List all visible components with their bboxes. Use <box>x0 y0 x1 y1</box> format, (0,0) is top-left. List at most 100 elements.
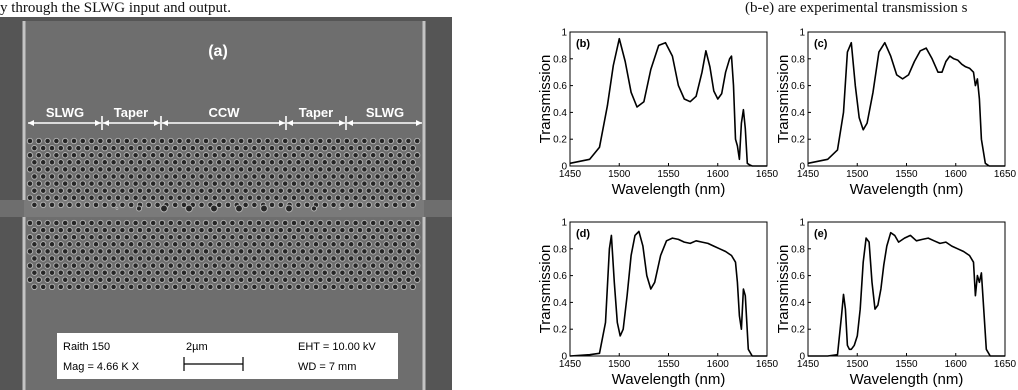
lattice-hole <box>233 283 240 291</box>
lattice-hole <box>286 255 293 262</box>
lattice-hole <box>286 226 293 234</box>
lattice-hole <box>299 219 306 227</box>
lattice-hole <box>84 201 91 209</box>
lattice-hole <box>57 269 64 276</box>
x-tick-label: 1650 <box>994 359 1017 370</box>
lattice-hole <box>246 137 254 145</box>
lattice-hole <box>79 248 86 255</box>
lattice-hole <box>414 234 421 241</box>
lattice-hole <box>198 187 205 194</box>
lattice-hole <box>383 159 390 166</box>
lattice-hole <box>299 137 306 145</box>
lattice-hole <box>141 180 148 187</box>
lattice-hole <box>141 234 148 241</box>
lattice-hole <box>400 173 408 180</box>
lattice-hole <box>176 276 183 283</box>
lattice-hole <box>48 226 56 234</box>
defect-hole <box>338 207 342 210</box>
lattice-hole <box>286 241 293 248</box>
lattice-hole <box>277 173 284 180</box>
lattice-hole <box>238 219 245 227</box>
lattice-hole <box>290 262 298 269</box>
lattice-hole <box>180 173 188 180</box>
lattice-hole <box>84 226 91 234</box>
defect-hole <box>310 205 318 212</box>
lattice-hole <box>119 241 126 248</box>
lattice-hole <box>70 262 78 269</box>
lattice-hole <box>255 219 262 227</box>
lattice-hole <box>79 234 86 241</box>
lattice-hole <box>356 269 364 276</box>
lattice-hole <box>348 159 355 166</box>
lattice-hole <box>229 152 236 159</box>
y-tick-label: 1 <box>799 28 805 39</box>
lattice-hole <box>92 173 100 180</box>
lattice-hole <box>378 194 386 201</box>
lattice-hole <box>334 219 342 227</box>
lattice-hole <box>216 241 223 248</box>
lattice-hole <box>154 269 161 276</box>
lattice-hole <box>194 276 201 283</box>
lattice-hole <box>356 283 364 291</box>
lattice-hole <box>370 180 377 187</box>
lattice-hole <box>255 234 262 241</box>
lattice-hole <box>211 180 218 187</box>
lattice-hole <box>370 248 377 255</box>
lattice-hole <box>75 226 82 234</box>
lattice-hole <box>405 137 412 145</box>
lattice-hole <box>378 219 386 227</box>
lattice-hole <box>264 248 271 255</box>
lattice-hole <box>361 180 368 187</box>
lattice-hole <box>123 276 130 283</box>
lattice-hole <box>128 241 135 248</box>
lattice-hole <box>158 137 166 145</box>
lattice-hole <box>330 255 337 262</box>
lattice-hole <box>370 137 377 145</box>
x-axis-label: Wavelength (nm) <box>612 371 726 388</box>
section-arrows <box>28 116 422 130</box>
lattice-hole <box>101 187 108 194</box>
lattice-hole <box>119 173 126 180</box>
lattice-hole <box>176 166 183 173</box>
lattice-hole <box>79 137 86 145</box>
label-ccw: CCW <box>208 105 240 120</box>
y-tick-label: 0.4 <box>553 298 567 309</box>
lattice-hole <box>53 248 60 255</box>
lattice-hole <box>387 166 394 173</box>
lattice-hole <box>35 234 42 241</box>
y-tick-label: 0.6 <box>553 81 567 92</box>
lattice-hole <box>132 180 139 187</box>
lattice-hole <box>211 194 218 201</box>
lattice-hole <box>92 159 100 166</box>
lattice-hole <box>383 283 390 291</box>
lattice-hole <box>92 269 100 276</box>
lattice-hole <box>207 255 214 262</box>
lattice-hole <box>405 248 412 255</box>
lattice-hole <box>75 241 82 248</box>
lattice-hole <box>321 255 328 262</box>
lattice-hole <box>304 173 311 180</box>
lattice-hole <box>158 166 166 173</box>
lattice-hole <box>405 152 412 159</box>
lattice-hole <box>343 166 350 173</box>
lattice-hole <box>198 144 205 152</box>
lattice-hole <box>220 166 227 173</box>
lattice-hole <box>154 226 161 234</box>
label-slwg-right: SLWG <box>366 105 404 120</box>
lattice-hole <box>167 234 174 241</box>
lattice-hole <box>348 173 355 180</box>
lattice-hole <box>202 166 210 173</box>
lattice-hole <box>374 144 381 152</box>
lattice-hole <box>352 180 359 187</box>
lattice-hole <box>198 283 205 291</box>
lattice-hole <box>57 255 64 262</box>
y-tick-label: 1 <box>561 28 567 39</box>
lattice-hole <box>145 241 152 248</box>
lattice-hole <box>387 137 394 145</box>
lattice-hole <box>326 180 333 187</box>
defect-hole <box>115 207 119 210</box>
lattice-hole <box>79 262 86 269</box>
lattice-hole <box>308 234 315 241</box>
lattice-hole <box>229 276 236 283</box>
lattice-hole <box>330 159 337 166</box>
